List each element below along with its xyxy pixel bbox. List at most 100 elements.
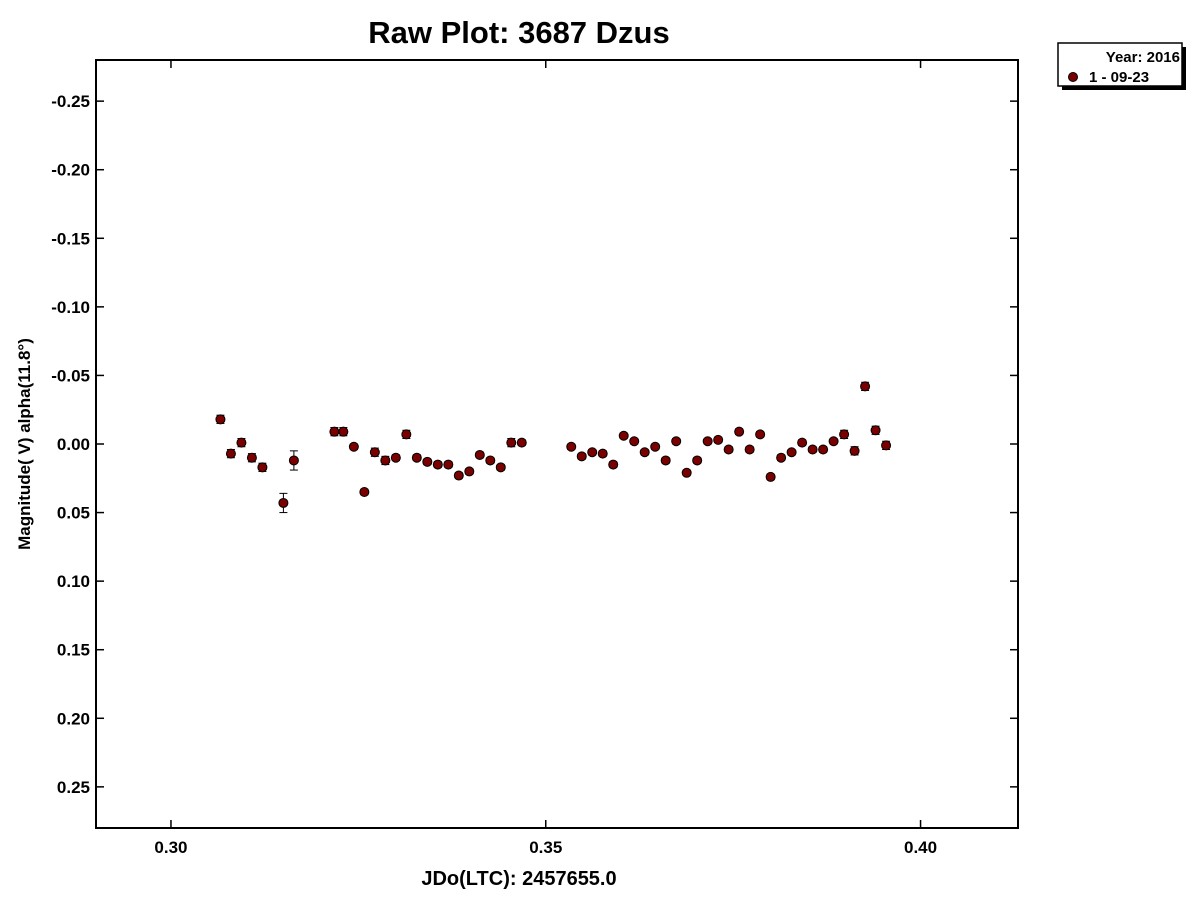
data-point <box>236 437 247 448</box>
chart-title: Raw Plot: 3687 Dzus <box>368 15 669 50</box>
y-tick-label: -0.05 <box>51 366 90 385</box>
data-point <box>338 426 349 437</box>
data-point <box>257 462 268 473</box>
legend-series-label: 1 - 09-23 <box>1089 69 1149 86</box>
point-marker <box>246 452 257 463</box>
point-marker <box>839 429 850 440</box>
data-point <box>681 467 692 478</box>
data-point <box>660 455 671 466</box>
data-point <box>576 451 587 462</box>
data-point <box>608 459 619 470</box>
data-point <box>246 452 257 463</box>
point-marker <box>288 455 299 466</box>
point-marker <box>485 455 496 466</box>
point-marker <box>516 437 527 448</box>
point-marker <box>734 426 745 437</box>
x-tick-label: 0.35 <box>529 838 562 857</box>
point-marker <box>881 440 892 451</box>
data-point <box>597 448 608 459</box>
data-point <box>464 466 475 477</box>
data-point <box>639 447 650 458</box>
data-point <box>797 437 808 448</box>
plot-frame <box>95 59 1019 829</box>
data-point <box>506 437 517 448</box>
point-marker <box>807 444 818 455</box>
point-marker <box>329 426 340 437</box>
point-marker <box>257 462 268 473</box>
data-point <box>474 449 485 460</box>
data-point <box>215 414 226 425</box>
data-point <box>369 447 380 458</box>
x-axis: 0.30 0.35 0.40 <box>154 60 937 857</box>
data-point <box>765 471 776 482</box>
point-marker <box>765 471 776 482</box>
point-marker <box>506 437 517 448</box>
point-marker <box>723 444 734 455</box>
data-point <box>734 426 745 437</box>
y-tick-label: 0.20 <box>57 709 90 728</box>
y-tick-label: 0.00 <box>57 435 90 454</box>
point-marker <box>849 445 860 456</box>
point-marker <box>660 455 671 466</box>
data-point <box>288 450 299 471</box>
y-tick-label: -0.20 <box>51 161 90 180</box>
point-marker <box>681 467 692 478</box>
data-point <box>807 444 818 455</box>
data-point <box>744 444 755 455</box>
y-axis-title: Magnitude( V) alpha(11.8°) <box>15 338 34 550</box>
point-marker <box>369 447 380 458</box>
data-point <box>849 445 860 456</box>
point-marker <box>870 425 881 436</box>
point-marker <box>786 447 797 458</box>
data-point <box>587 447 598 458</box>
point-marker <box>380 455 391 466</box>
point-marker <box>432 459 443 470</box>
point-marker <box>597 448 608 459</box>
point-marker <box>692 455 703 466</box>
legend-marker <box>1068 72 1078 82</box>
data-point <box>278 492 289 514</box>
data-point <box>401 429 412 440</box>
data-point <box>650 441 661 452</box>
data-point <box>671 436 682 447</box>
point-marker <box>236 437 247 448</box>
point-marker <box>639 447 650 458</box>
data-point <box>870 425 881 436</box>
data-point <box>618 430 629 441</box>
point-marker <box>215 414 226 425</box>
point-marker <box>629 436 640 447</box>
data-point <box>329 426 340 437</box>
y-tick-label: 0.15 <box>57 641 90 660</box>
point-marker <box>828 436 839 447</box>
point-marker <box>566 441 577 452</box>
data-point <box>453 470 464 481</box>
point-marker <box>338 426 349 437</box>
data-point <box>755 429 766 440</box>
point-marker <box>818 444 829 455</box>
data-point <box>411 452 422 463</box>
y-tick-label: 0.10 <box>57 572 90 591</box>
point-marker <box>702 436 713 447</box>
data-point <box>359 487 370 497</box>
legend-box <box>1057 42 1183 87</box>
point-marker <box>744 444 755 455</box>
y-tick-label: -0.15 <box>51 229 90 248</box>
point-marker <box>755 429 766 440</box>
point-marker <box>443 459 454 470</box>
y-tick-label: -0.25 <box>51 92 90 111</box>
point-marker <box>390 452 401 463</box>
legend: Year: 2016 1 - 09-23 <box>1057 42 1186 90</box>
data-point <box>390 452 401 463</box>
point-marker <box>576 451 587 462</box>
point-marker <box>225 448 236 459</box>
point-marker <box>608 459 619 470</box>
data-point <box>516 437 527 448</box>
data-point <box>713 434 724 445</box>
y-tick-label: 0.25 <box>57 778 90 797</box>
point-marker <box>464 466 475 477</box>
data-point <box>422 456 433 467</box>
data-point <box>839 429 850 440</box>
point-marker <box>278 497 289 508</box>
data-point <box>432 459 443 470</box>
